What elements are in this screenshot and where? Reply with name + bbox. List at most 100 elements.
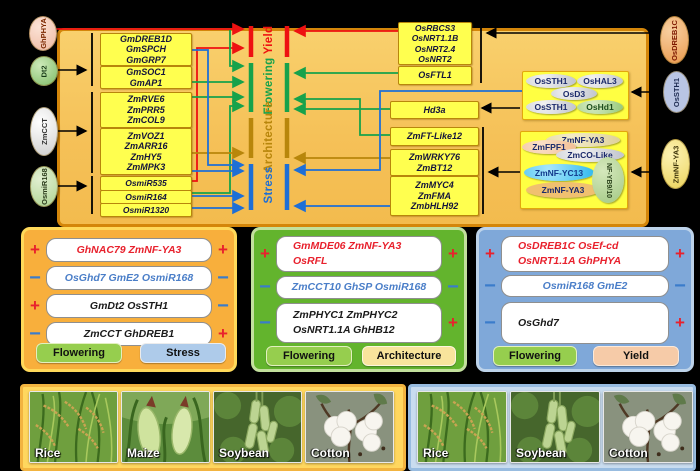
gene-row: − ZmCCT GhDREB1 + xyxy=(24,322,234,346)
gene-row: + OsDREB1C OsEf-cd OsNRT1.1A GhPHYA + xyxy=(479,236,691,272)
crop-label: Rice xyxy=(423,446,449,460)
soybean-photo: Soybean xyxy=(510,391,600,463)
regulator-label: OsSTH1 xyxy=(672,77,681,107)
complex-oval: OsSTH1 xyxy=(526,74,576,88)
effect-sign: − xyxy=(484,274,496,297)
crop-label: Cotton xyxy=(311,446,350,460)
gene-list: OsGhd7 GmE2 OsmiR168 xyxy=(46,266,212,290)
crop-label: Rice xyxy=(35,446,61,460)
effect-sign: − xyxy=(259,276,271,298)
pathway-tag-architecture: Architecture xyxy=(362,346,456,366)
regulator-oval-ossth1: OsSTH1 xyxy=(663,71,690,113)
gene-box: ZmVOZ1 ZmARR16 ZmHY5 ZmMPK3 xyxy=(100,128,192,175)
regulator-oval-osmir168: OsmiR168 xyxy=(30,166,58,207)
gene-row: − OsGhd7 + xyxy=(479,302,691,344)
crop-gallery-right: Rice Soybean xyxy=(408,384,696,471)
gene-row: − OsmiR168 GmE2 − xyxy=(479,275,691,297)
regulator-label: OsDREB1C xyxy=(670,19,679,61)
crop-label: Maize xyxy=(127,446,160,460)
gene-row: + GmMDE06 ZmNF-YA3 OsRFL + xyxy=(254,236,464,272)
complex-oval: OsSTH1 xyxy=(526,100,576,114)
effect-sign: + xyxy=(675,244,685,263)
cotton-illustration xyxy=(604,392,692,462)
cotton-photo: Cotton xyxy=(305,391,394,463)
summary-panel-flowering-architecture: + GmMDE06 ZmNF-YA3 OsRFL + − ZmCCT10 GhS… xyxy=(251,227,467,372)
pathway-tag-flowering: Flowering xyxy=(266,346,352,366)
gene-row: − OsGhd7 GmE2 OsmiR168 − xyxy=(24,266,234,290)
gene-row: + GmDt2 OsSTH1 − xyxy=(24,294,234,318)
gene-list: GmMDE06 ZmNF-YA3 OsRFL xyxy=(276,236,442,272)
gene-box: OsmiR1320 xyxy=(100,203,192,217)
pathway-label-stress: Stress xyxy=(263,166,275,204)
complex-oval: ZmNF-YC13 xyxy=(524,164,594,181)
crop-label: Cotton xyxy=(609,446,648,460)
regulator-label: GhPHYA xyxy=(38,18,48,49)
soybean-illustration xyxy=(511,392,599,462)
regulator-oval-zmcct: ZmCCT xyxy=(30,107,58,156)
gene-box: OsRBCS3 OsNRT1.1B OsNRT2.4 OsNRT2 xyxy=(398,22,472,65)
regulator-label: OsmiR168 xyxy=(39,168,49,205)
maize-illustration xyxy=(122,392,209,462)
effect-sign: + xyxy=(448,244,458,263)
summary-panel-flowering-stress: + GhNAC79 ZmNF-YA3 + − OsGhd7 GmE2 OsmiR… xyxy=(21,227,237,372)
pathway-tag-stress: Stress xyxy=(140,343,226,363)
effect-sign: − xyxy=(217,266,229,289)
gene-list: ZmPHYC1 ZmPHYC2 OsNRT1.1A GhHB12 xyxy=(276,303,442,343)
gene-box: GmDREB1D GmSPCH GmGRP7 xyxy=(100,33,192,66)
regulator-oval-dt2: Dt2 xyxy=(30,56,58,86)
maize-photo: Maize xyxy=(121,391,210,463)
effect-sign: + xyxy=(30,240,40,259)
effect-sign: + xyxy=(218,324,228,343)
cotton-illustration xyxy=(306,392,393,462)
gene-list: OsmiR168 GmE2 xyxy=(501,275,669,297)
gene-list: ZmCCT GhDREB1 xyxy=(46,322,212,346)
regulator-oval-ghphya: GhPHYA xyxy=(29,16,57,51)
effect-sign: + xyxy=(448,313,458,332)
gene-list: GmDt2 OsSTH1 xyxy=(46,294,212,318)
gene-row: − ZmPHYC1 ZmPHYC2 OsNRT1.1A GhHB12 + xyxy=(254,303,464,343)
rice-photo: Rice xyxy=(29,391,118,463)
effect-sign: + xyxy=(30,296,40,315)
crop-label: Soybean xyxy=(516,446,567,460)
regulator-label: ZmNF-YA3 xyxy=(671,145,680,183)
effect-sign: − xyxy=(447,276,459,298)
gene-box: ZmFT-Like12 xyxy=(390,127,479,146)
complex-oval: OsHd1 xyxy=(577,100,623,114)
effect-sign: + xyxy=(485,244,495,263)
gene-list: OsDREB1C OsEf-cd OsNRT1.1A GhPHYA xyxy=(501,236,669,272)
complex-oval: ZmNF-YA3 xyxy=(526,182,600,198)
rice-illustration xyxy=(418,392,506,462)
rice-photo: Rice xyxy=(417,391,507,463)
effect-sign: − xyxy=(29,266,41,289)
complex-oval: OsD3 xyxy=(551,87,597,100)
crop-gallery-left: Rice Maize xyxy=(20,384,406,471)
effect-sign: + xyxy=(260,244,270,263)
pathway-tag-yield: Yield xyxy=(593,346,679,366)
gene-box: OsmiR535 xyxy=(100,176,192,191)
summary-panel-flowering-yield: + OsDREB1C OsEf-cd OsNRT1.1A GhPHYA + − … xyxy=(476,227,694,372)
regulator-oval-zmnfya3: ZmNF-YA3 xyxy=(661,139,690,189)
gene-row: + GhNAC79 ZmNF-YA3 + xyxy=(24,238,234,262)
effect-sign: − xyxy=(484,311,496,334)
gene-box: ZmWRKY76 ZmBT12 xyxy=(390,149,479,176)
pathway-tag-flowering: Flowering xyxy=(493,346,577,366)
crop-label: Soybean xyxy=(219,446,270,460)
rice-illustration xyxy=(30,392,117,462)
effect-sign: − xyxy=(674,274,686,297)
effect-sign: − xyxy=(29,322,41,345)
soybean-photo: Soybean xyxy=(213,391,302,463)
pathway-tag-flowering: Flowering xyxy=(36,343,122,363)
gene-box: OsFTL1 xyxy=(398,66,472,85)
complex-oval-vertical: NF-YB9/10 xyxy=(592,157,624,203)
gene-box: GmSOC1 GmAP1 xyxy=(100,66,192,89)
complex-oval-label: NF-YB9/10 xyxy=(604,162,612,198)
gene-box: OsmiR164 xyxy=(100,190,192,204)
effect-sign: − xyxy=(217,294,229,317)
complex-oval: OsHAL3 xyxy=(577,74,623,88)
gene-box: ZmRVE6 ZmPRR5 ZmCOL9 xyxy=(100,92,192,128)
regulator-oval-osdreb1c: OsDREB1C xyxy=(660,16,689,64)
effect-sign: − xyxy=(259,311,271,334)
effect-sign: + xyxy=(675,313,685,332)
gene-list: OsGhd7 xyxy=(501,302,669,344)
